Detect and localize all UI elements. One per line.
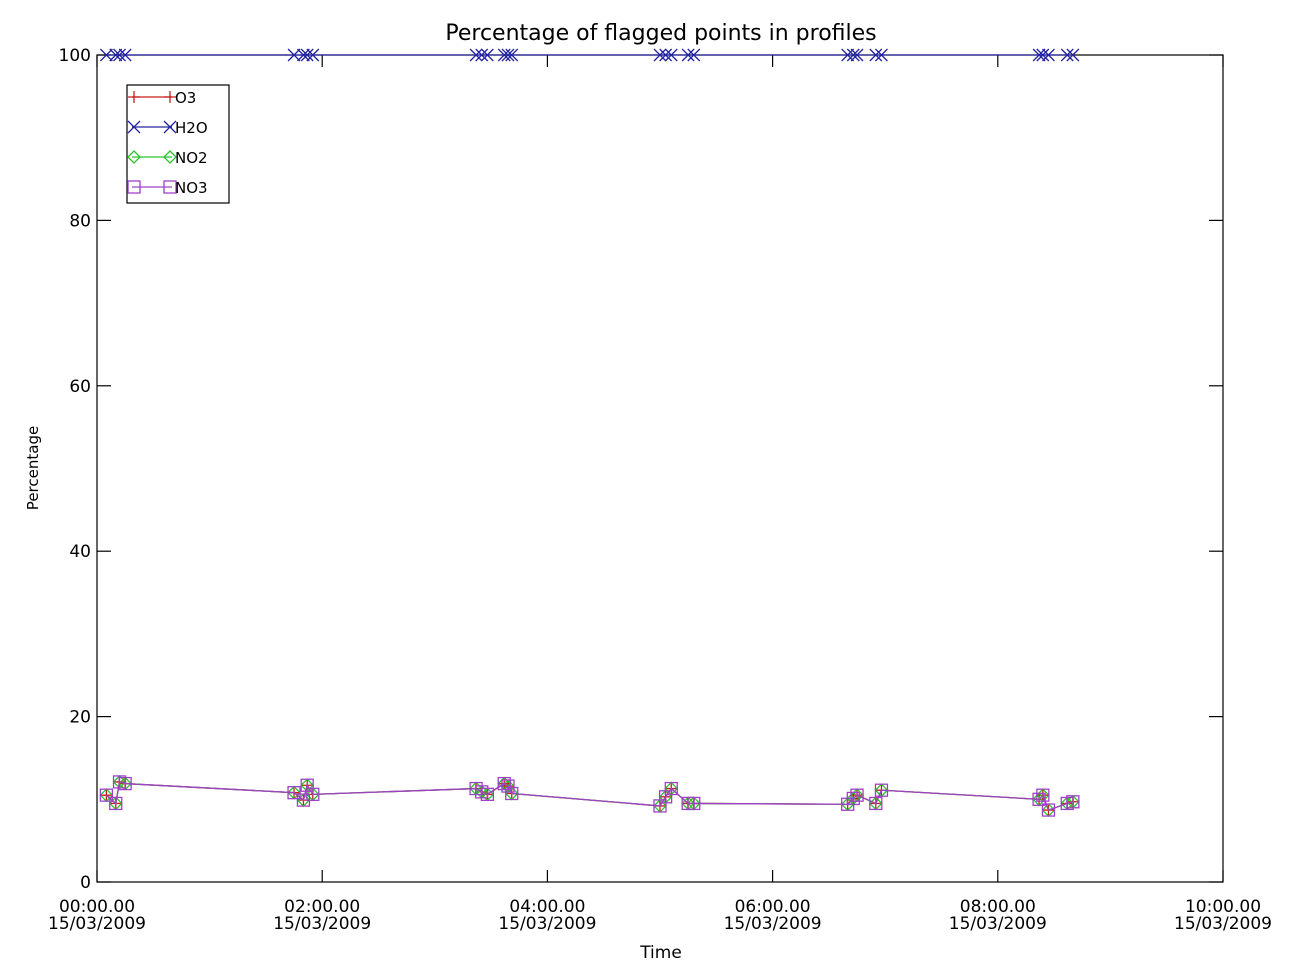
series-line-no3 bbox=[105, 781, 1074, 811]
legend-label-no2: NO2 bbox=[175, 149, 208, 167]
x-tick-label-time: 04:00.00 bbox=[509, 897, 585, 917]
legend-label-no3: NO3 bbox=[175, 179, 208, 197]
series-o3 bbox=[100, 775, 1079, 817]
y-tick-label: 60 bbox=[69, 377, 91, 397]
legend-marker-no3 bbox=[163, 180, 177, 194]
x-tick-label-time: 08:00.00 bbox=[960, 897, 1036, 917]
x-tick-label-date: 15/03/2009 bbox=[48, 914, 146, 934]
point-no3 bbox=[874, 783, 889, 797]
point-no3 bbox=[118, 776, 132, 791]
x-tick-label-time: 06:00.00 bbox=[735, 897, 811, 917]
point-h2o bbox=[653, 48, 667, 62]
legend: O3 H2O NO2 NO3 bbox=[126, 84, 230, 204]
plot-series-layer bbox=[99, 48, 1080, 817]
y-tick-label: 80 bbox=[69, 211, 91, 231]
point-no3 bbox=[1036, 788, 1050, 802]
point-h2o bbox=[846, 48, 860, 62]
point-h2o bbox=[118, 48, 132, 62]
point-h2o bbox=[659, 48, 673, 62]
point-h2o bbox=[113, 48, 126, 62]
point-h2o bbox=[850, 48, 864, 62]
point-no3 bbox=[306, 787, 320, 801]
point-no3 bbox=[501, 779, 515, 793]
point-no3 bbox=[109, 796, 123, 811]
legend-marker-o3 bbox=[164, 91, 176, 103]
point-h2o bbox=[99, 48, 113, 62]
x-tick-label-time: 02:00.00 bbox=[284, 897, 360, 917]
point-h2o bbox=[300, 48, 314, 62]
point-h2o bbox=[505, 48, 519, 62]
x-axis-ticks: 00:00.0015/03/200902:00.0015/03/200904:0… bbox=[48, 55, 1272, 934]
legend-label-o3: O3 bbox=[175, 89, 196, 107]
legend-marker-no2 bbox=[163, 150, 177, 164]
series-no2 bbox=[99, 775, 1080, 817]
y-tick-label: 20 bbox=[69, 708, 91, 728]
legend-marker-no2 bbox=[127, 150, 141, 164]
point-no3 bbox=[505, 786, 519, 801]
point-no3 bbox=[687, 796, 701, 811]
series-line-o3 bbox=[105, 781, 1074, 811]
point-h2o bbox=[687, 48, 701, 62]
point-no3 bbox=[497, 776, 511, 791]
y-tick-label: 100 bbox=[59, 46, 91, 66]
point-no3 bbox=[869, 796, 883, 811]
point-no3 bbox=[846, 791, 860, 806]
point-no3 bbox=[287, 786, 301, 800]
plot-area-frame bbox=[96, 54, 1224, 883]
point-h2o bbox=[296, 48, 310, 62]
point-no3 bbox=[1066, 795, 1080, 809]
point-h2o bbox=[1066, 48, 1080, 62]
series-no3 bbox=[99, 775, 1080, 817]
point-h2o bbox=[475, 48, 489, 62]
x-tick-label-date: 15/03/2009 bbox=[949, 914, 1047, 934]
point-h2o bbox=[109, 48, 123, 62]
point-h2o bbox=[874, 48, 888, 62]
series-line-no2 bbox=[105, 781, 1074, 811]
x-tick-label-time: 10:00.00 bbox=[1185, 897, 1261, 917]
point-h2o bbox=[664, 48, 678, 62]
point-no3 bbox=[664, 781, 678, 796]
x-axis-label: Time bbox=[639, 943, 682, 963]
x-tick-label-date: 15/03/2009 bbox=[1174, 914, 1272, 934]
y-tick-label: 40 bbox=[69, 542, 91, 562]
point-no3 bbox=[850, 788, 864, 802]
series-h2o bbox=[99, 48, 1080, 62]
point-h2o bbox=[1032, 48, 1046, 62]
point-h2o bbox=[501, 48, 515, 62]
x-tick-label-date: 15/03/2009 bbox=[498, 914, 596, 934]
point-h2o bbox=[287, 48, 301, 62]
point-h2o bbox=[1042, 48, 1055, 62]
point-no3 bbox=[99, 788, 114, 802]
x-tick-label-time: 00:00.00 bbox=[59, 897, 135, 917]
point-h2o bbox=[1060, 48, 1074, 62]
point-h2o bbox=[841, 48, 855, 62]
point-h2o bbox=[469, 48, 483, 62]
legend-box bbox=[126, 84, 230, 204]
point-no3 bbox=[1032, 792, 1046, 806]
point-h2o bbox=[681, 48, 695, 62]
legend-marker-h2o bbox=[163, 120, 177, 134]
y-axis-label: Percentage bbox=[24, 426, 42, 510]
point-o3 bbox=[100, 789, 113, 802]
point-no3 bbox=[1041, 803, 1056, 817]
point-h2o bbox=[480, 48, 494, 62]
y-axis-ticks: 0 20 40 60 80 100 bbox=[59, 46, 1223, 893]
x-tick-label-date: 15/03/2009 bbox=[273, 914, 371, 934]
point-h2o bbox=[869, 48, 883, 62]
point-h2o bbox=[306, 48, 320, 62]
chart-title: Percentage of flagged points in profiles bbox=[445, 21, 876, 46]
legend-marker-h2o bbox=[127, 120, 141, 134]
point-h2o bbox=[1036, 48, 1050, 62]
y-tick-label: 0 bbox=[80, 873, 91, 893]
legend-label-h2o: H2O bbox=[175, 119, 208, 137]
x-tick-label-date: 15/03/2009 bbox=[724, 914, 822, 934]
legend-marker-no3 bbox=[127, 180, 141, 194]
point-no3 bbox=[480, 787, 494, 801]
legend-marker-o3 bbox=[128, 91, 140, 103]
